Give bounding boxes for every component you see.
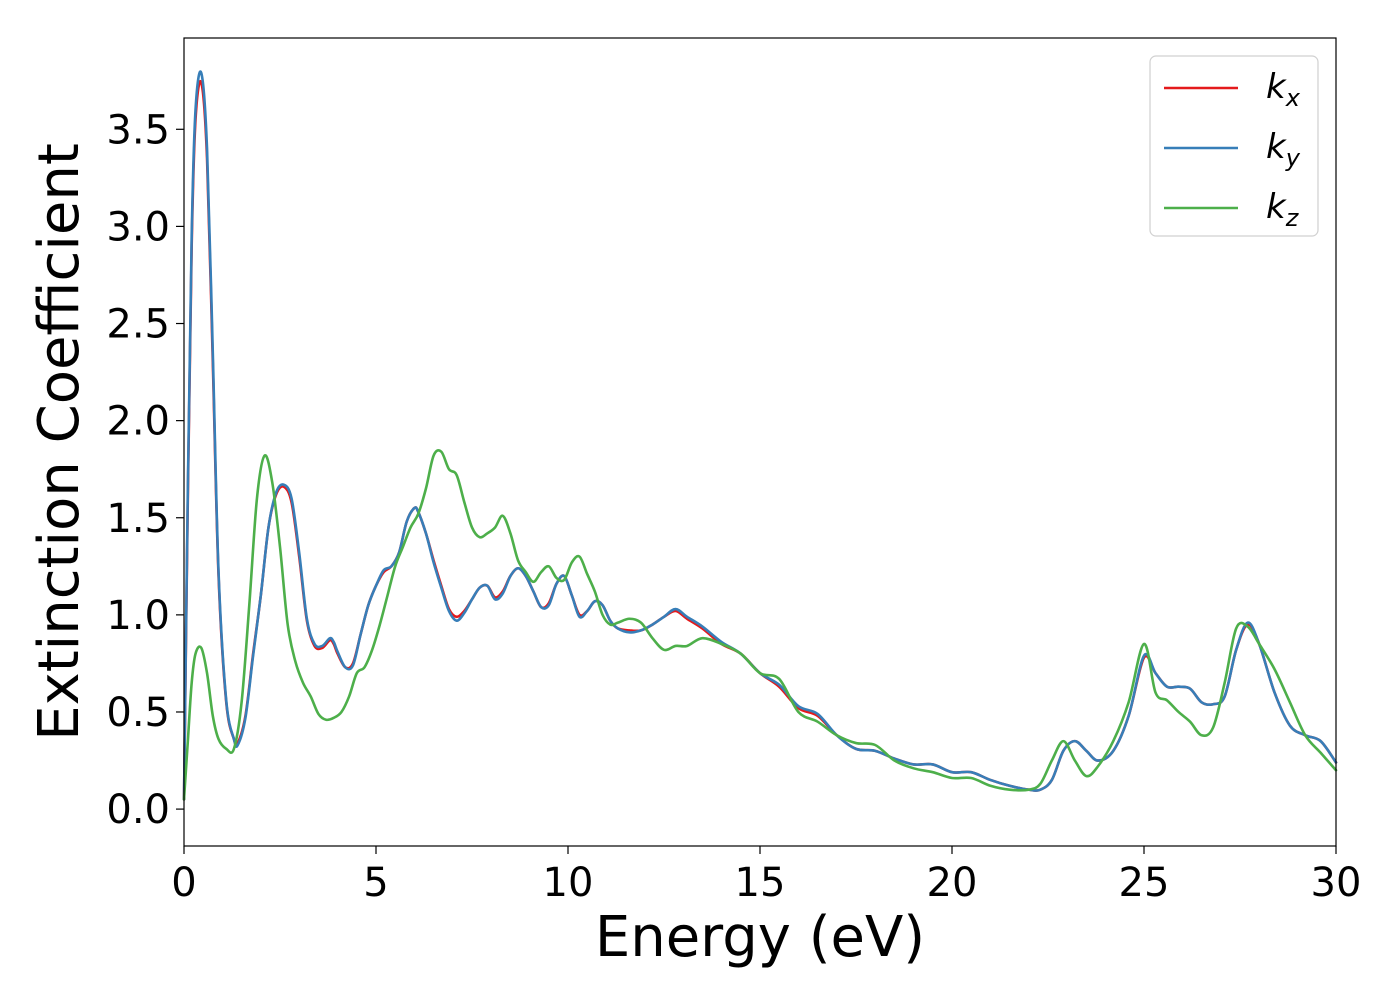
x-tick-label: 25 bbox=[1119, 860, 1170, 906]
x-tick-label: 10 bbox=[543, 860, 594, 906]
x-axis-title: Energy (eV) bbox=[595, 905, 925, 970]
x-tick-label: 20 bbox=[927, 860, 978, 906]
series-line-kz bbox=[182, 449, 1338, 801]
x-tick-label: 15 bbox=[735, 860, 786, 906]
y-axis-title: Extinction Coefficient bbox=[27, 143, 92, 741]
x-tick-label: 5 bbox=[363, 860, 388, 906]
y-tick-label: 0.0 bbox=[106, 787, 170, 833]
y-tick-label: 2.0 bbox=[106, 399, 170, 445]
y-tick-label: 2.5 bbox=[106, 302, 170, 348]
y-tick-label: 0.5 bbox=[106, 690, 170, 736]
y-tick-label: 3.5 bbox=[106, 107, 170, 153]
legend-box bbox=[1149, 55, 1319, 237]
y-tick-label: 1.0 bbox=[106, 593, 170, 639]
x-axis-ticks: 0 5 10 15 20 25 30 bbox=[171, 846, 1361, 906]
y-axis-ticks: 0.0 0.5 1.0 1.5 2.0 2.5 3.0 3.5 bbox=[106, 107, 184, 833]
x-tick-label: 0 bbox=[171, 860, 196, 906]
y-tick-label: 3.0 bbox=[106, 204, 170, 250]
y-tick-label: 1.5 bbox=[106, 496, 170, 542]
x-tick-label: 30 bbox=[1311, 860, 1362, 906]
series-layer bbox=[182, 70, 1338, 801]
